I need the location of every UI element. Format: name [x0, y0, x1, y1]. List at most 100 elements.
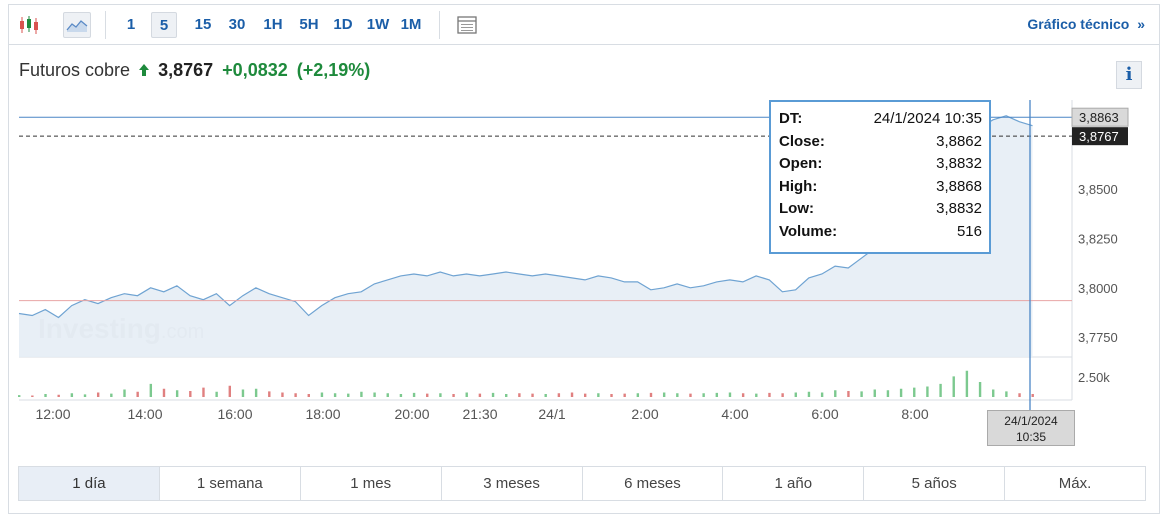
y-tick-label: 3,8000	[1078, 281, 1118, 296]
volume-bar	[44, 394, 47, 397]
timeframe-30[interactable]: 30	[228, 16, 246, 33]
range-option[interactable]: 5 años	[863, 467, 1004, 500]
last-price: 3,8767	[158, 60, 214, 80]
volume-bar	[333, 393, 337, 397]
range-option[interactable]: 1 mes	[299, 467, 441, 500]
timeframe-5h[interactable]: 5H	[299, 16, 319, 33]
volume-bar	[583, 393, 587, 397]
technical-chart-link[interactable]: Gráfico técnico »	[1027, 16, 1145, 32]
x-tick-label: 21:30	[462, 406, 497, 422]
volume-bar	[965, 370, 969, 397]
x-tick-label: 20:00	[394, 406, 429, 422]
volume-bar	[755, 393, 758, 397]
area-chart-icon[interactable]	[63, 12, 91, 38]
tooltip-value: 3,8868	[936, 177, 982, 195]
volume-bar	[307, 394, 310, 397]
info-button[interactable]: i	[1116, 61, 1142, 89]
x-tick-label: 8:00	[901, 406, 928, 422]
x-tick-label: 24/1	[538, 406, 565, 422]
range-option[interactable]: 3 meses	[440, 467, 582, 500]
instrument-name: Futuros cobre	[19, 60, 131, 80]
volume-bar	[491, 392, 495, 397]
volume-bar	[175, 390, 179, 397]
volume-bar	[544, 394, 547, 397]
data-tooltip: DT: 24/1/2024 10:35 Close: 3,8862 Open: 3,883…	[769, 100, 991, 254]
instrument-header: Futuros cobre 3,8767 +0,0832 (+2,19%)	[19, 60, 370, 82]
tooltip-value: 3,8832	[936, 200, 982, 218]
volume-bar	[465, 392, 468, 397]
table-icon[interactable]	[453, 12, 481, 38]
last-price-box	[1072, 127, 1128, 146]
volume-bar	[70, 393, 74, 397]
double-chevron-right-icon: »	[1137, 16, 1145, 32]
volume-bar	[768, 392, 771, 397]
volume-bar	[202, 387, 205, 397]
volume-bar	[623, 393, 626, 397]
volume-bar	[847, 391, 850, 397]
volume-bar	[741, 393, 745, 397]
tooltip-value: 24/1/2024 10:35	[873, 110, 982, 127]
volume-bar	[557, 393, 561, 397]
volume-bar	[268, 391, 271, 397]
volume-bar	[570, 392, 574, 397]
volume-bar	[254, 388, 258, 397]
volume-bar	[373, 392, 376, 397]
timeframe-1m[interactable]: 1M	[400, 16, 422, 33]
tooltip-row: Low: 3,8832	[779, 198, 982, 221]
price-line	[18, 115, 1033, 319]
x-tick-label: 4:00	[721, 406, 748, 422]
volume-bar	[31, 395, 34, 397]
volume-bar	[702, 393, 705, 397]
tooltip-key: Close:	[779, 132, 825, 150]
volume-bar	[728, 392, 732, 397]
range-option[interactable]: Máx.	[1004, 467, 1145, 500]
timeframe-1w[interactable]: 1W	[366, 16, 390, 33]
tooltip-key: Volume:	[779, 222, 838, 240]
timeframe-1d[interactable]: 1D	[333, 16, 353, 33]
volume-bar	[136, 391, 139, 397]
volume-bar	[426, 393, 429, 397]
range-option[interactable]: 1 año	[722, 467, 863, 500]
volume-bar	[531, 393, 534, 397]
chart-toolbar: 1 5 15 30 1H 5H 1D 1W 1M Gráfico técnico »	[9, 5, 1159, 45]
range-option[interactable]: 1 día	[19, 467, 159, 500]
volume-bar	[649, 392, 653, 397]
volume-bar	[149, 383, 153, 397]
y-tick-label: 3,8250	[1078, 231, 1118, 246]
volume-bar	[610, 394, 613, 397]
volume-bar	[452, 394, 455, 397]
candlestick-icon[interactable]	[15, 12, 43, 38]
volume-bar	[189, 391, 192, 397]
tooltip-key: Open:	[779, 155, 823, 173]
volume-bar	[294, 393, 297, 397]
tooltip-row: DT: 24/1/2024 10:35	[779, 108, 982, 131]
x-tick-label: 14:00	[127, 406, 162, 422]
crosshair-time: 10:35	[1015, 430, 1047, 444]
volume-bar	[978, 382, 982, 397]
timeframe-5[interactable]: 5	[151, 12, 177, 38]
tooltip-key: High:	[779, 177, 818, 195]
x-tick-label: 2:00	[631, 406, 658, 422]
volume-bar	[281, 392, 284, 397]
range-option[interactable]: 6 meses	[581, 467, 723, 500]
range-option[interactable]: 1 semana	[158, 467, 300, 500]
volume-bar	[18, 395, 21, 397]
volume-bar	[228, 385, 231, 397]
volume-bar	[518, 393, 521, 397]
price-change: +0,0832	[222, 60, 288, 80]
volume-bar	[215, 391, 218, 397]
timeframe-1[interactable]: 1	[126, 16, 136, 33]
volume-bar	[899, 388, 903, 397]
volume-bar	[83, 394, 87, 397]
arrow-up-icon	[138, 61, 150, 82]
volume-bar	[913, 387, 916, 397]
price-area	[19, 115, 1033, 357]
tooltip-key: DT:	[779, 110, 803, 127]
volume-bar	[689, 393, 692, 397]
timeframe-1h[interactable]: 1H	[263, 16, 283, 33]
timeframe-15[interactable]: 15	[194, 16, 212, 33]
tooltip-row: Close: 3,8862	[779, 131, 982, 154]
volume-bar	[162, 388, 166, 397]
volume-bar	[662, 392, 666, 397]
